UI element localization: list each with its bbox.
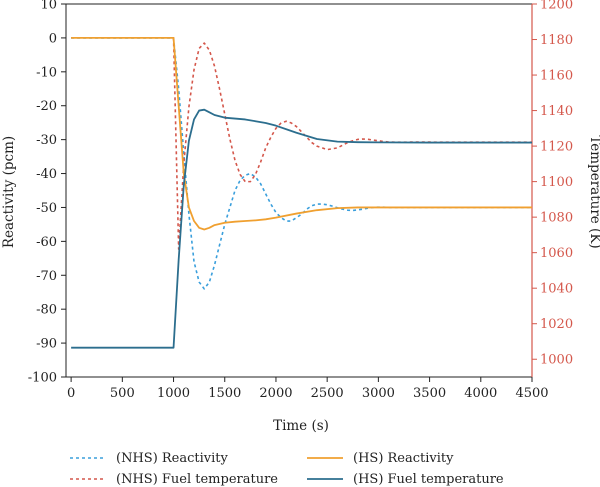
legend-item-hs-fuel-temperature: (HS) Fuel temperature	[307, 472, 504, 487]
series-layer	[71, 36, 532, 349]
x-axis-ticks: 0 500 1000 1500 2000 2500 3000 3500 4000 4500	[67, 377, 549, 401]
y-right-tick-label: 1120	[540, 140, 573, 155]
y-right-tick-label: 1060	[540, 246, 573, 261]
plot-border	[65, 3, 533, 378]
legend-label-nhs-fuel-temperature: (NHS) Fuel temperature	[116, 472, 278, 487]
legend: (NHS) Reactivity (NHS) Fuel temperature …	[70, 451, 504, 487]
legend-item-hs-reactivity: (HS) Reactivity	[307, 451, 454, 466]
y-left-tick-label: -80	[36, 303, 57, 318]
y-left-tick-label: -90	[36, 337, 57, 352]
y-right-tick-label: 1080	[540, 211, 573, 226]
legend-label-hs-reactivity: (HS) Reactivity	[353, 451, 454, 466]
y-left-tick-label: -10	[36, 65, 57, 80]
y-left-tick-label: -40	[36, 167, 57, 182]
series-hs-reactivity-line	[71, 37, 532, 231]
y-left-tick-label: -50	[36, 201, 57, 216]
x-tick-label: 4000	[464, 386, 497, 401]
x-tick-label: 500	[110, 386, 135, 401]
y-right-tick-label: 1000	[540, 353, 573, 368]
y-left-tick-label: -30	[36, 133, 57, 148]
y-right-tick-label: 1040	[540, 282, 573, 297]
y-left-tick-label: -100	[28, 371, 57, 386]
x-tick-label: 1500	[208, 386, 241, 401]
y-left-tick-label: -70	[36, 269, 57, 284]
series-nhs-reactivity-line	[71, 37, 532, 290]
y-right-tick-label: 1020	[540, 317, 573, 332]
x-tick-label: 2000	[259, 386, 292, 401]
legend-item-nhs-reactivity: (NHS) Reactivity	[70, 451, 229, 466]
y-left-axis-ticks: 10 0 -10 -20 -30 -40 -50 -60 -70 -80 -90 -100	[28, 0, 66, 386]
y-right-axis-ticks: 1200 1180 1160 1140 1120 1100 1080 1060 1040 1020…	[532, 0, 573, 368]
legend-label-hs-fuel-temperature: (HS) Fuel temperature	[353, 472, 504, 487]
y-right-tick-label: 1180	[540, 33, 573, 48]
y-right-tick-label: 1140	[540, 104, 573, 119]
x-tick-label: 1000	[157, 386, 190, 401]
x-tick-label: 3500	[413, 386, 446, 401]
x-tick-label: 3000	[362, 386, 395, 401]
series-hs-fuel-temperature-line	[71, 108, 532, 349]
y-left-tick-label: 0	[49, 31, 57, 46]
series-nhs-fuel-temperature-line	[71, 36, 532, 250]
y-left-tick-label: -20	[36, 99, 57, 114]
y-right-tick-label: 1100	[540, 175, 573, 190]
y-right-tick-label: 1200	[540, 0, 573, 13]
x-tick-label: 4500	[515, 386, 548, 401]
y-right-tick-label: 1160	[540, 69, 573, 84]
y-right-axis-title: Temperature (K)	[587, 135, 600, 248]
plot-frame	[65, 3, 533, 378]
y-left-tick-label: -60	[36, 235, 57, 250]
x-axis-title: Time (s)	[273, 418, 329, 434]
x-tick-label: 0	[67, 386, 75, 401]
x-tick-label: 2500	[311, 386, 344, 401]
y-left-axis-title: Reactivity (pcm)	[1, 136, 17, 248]
legend-item-nhs-fuel-temperature: (NHS) Fuel temperature	[70, 472, 278, 487]
legend-label-nhs-reactivity: (NHS) Reactivity	[116, 451, 229, 466]
y-left-tick-label: 10	[40, 0, 57, 13]
